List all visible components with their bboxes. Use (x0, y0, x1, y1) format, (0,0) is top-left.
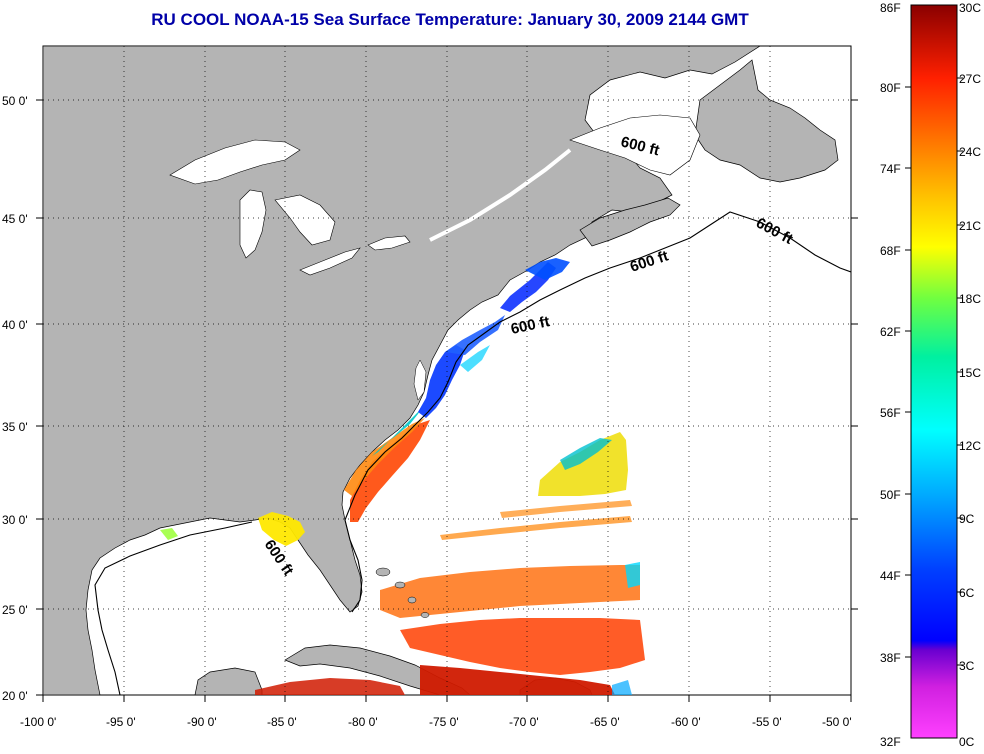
celsius-label: 24C (959, 145, 981, 159)
lon-label: -65 0' (590, 715, 620, 729)
lat-label: 50 0' (2, 94, 28, 108)
lake-superior (169, 139, 301, 185)
fahrenheit-label: 38F (880, 651, 901, 665)
lon-label: -70 0' (509, 715, 539, 729)
map-title: RU COOL NOAA-15 Sea Surface Temperature:… (151, 10, 749, 29)
lat-label: 30 0' (2, 513, 28, 527)
latitude-labels: 50 0' 45 0' 40 0' 35 0' 30 0' 25 0' 20 0… (2, 94, 28, 703)
lat-label: 25 0' (2, 603, 28, 617)
lat-label: 45 0' (2, 212, 28, 226)
colorbar-celsius-labels: 30C 27C 24C 21C 18C 15C 12C 9C 6C 3C 0C (959, 1, 981, 749)
lake-michigan (239, 189, 267, 259)
lon-label: -80 0' (348, 715, 378, 729)
lon-label: -50 0' (822, 715, 852, 729)
fahrenheit-label: 86F (880, 1, 901, 15)
fahrenheit-label: 56F (880, 406, 901, 420)
lon-label: -100 0' (20, 715, 56, 729)
lat-label: 35 0' (2, 420, 28, 434)
colorbar-fahrenheit-labels: 86F 80F 74F 68F 62F 56F 50F 44F 38F 32F (880, 1, 901, 749)
lake-erie (299, 247, 361, 276)
graticule (43, 46, 851, 695)
longitude-labels: -100 0' -95 0' -90 0' -85 0' -80 0' -75 … (20, 715, 852, 729)
gulf-st-lawrence (569, 114, 701, 176)
lake-ontario (367, 235, 411, 251)
fahrenheit-label: 32F (880, 735, 901, 749)
celsius-label: 15C (959, 366, 981, 380)
lon-label: -85 0' (267, 715, 297, 729)
colorbar (910, 4, 958, 739)
fahrenheit-label: 50F (880, 488, 901, 502)
lon-label: -75 0' (429, 715, 459, 729)
colorbar-ticks (905, 77, 963, 666)
celsius-label: 18C (959, 292, 981, 306)
celsius-label: 6C (959, 586, 975, 600)
st-lawrence-river (429, 148, 572, 242)
fahrenheit-label: 74F (880, 162, 901, 176)
celsius-label: 3C (959, 659, 975, 673)
celsius-label: 27C (959, 72, 981, 86)
fahrenheit-label: 62F (880, 325, 901, 339)
fahrenheit-label: 68F (880, 244, 901, 258)
frame-ticks (36, 99, 858, 702)
chesapeake-bay (413, 359, 427, 401)
lon-label: -95 0' (106, 715, 136, 729)
land-nova-scotia (579, 197, 681, 247)
land-bahamas (375, 567, 430, 618)
lat-label: 40 0' (2, 318, 28, 332)
celsius-label: 12C (959, 439, 981, 453)
lon-label: -60 0' (671, 715, 701, 729)
lon-label: -90 0' (187, 715, 217, 729)
fahrenheit-label: 80F (880, 81, 901, 95)
celsius-label: 21C (959, 219, 981, 233)
lon-label: -55 0' (752, 715, 782, 729)
lat-label: 20 0' (2, 689, 28, 703)
contour-600ft (94, 211, 851, 695)
land-newfoundland (694, 59, 839, 183)
land-north-america (43, 46, 761, 695)
celsius-label: 30C (959, 1, 981, 15)
celsius-label: 0C (959, 735, 975, 749)
fahrenheit-label: 44F (880, 569, 901, 583)
celsius-label: 9C (959, 512, 975, 526)
lake-huron (274, 194, 336, 246)
